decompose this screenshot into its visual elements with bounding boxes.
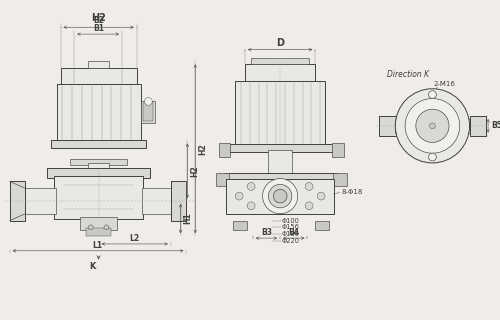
Bar [316,220,329,230]
Circle shape [317,192,325,200]
Text: L1: L1 [92,241,102,250]
Bar [378,116,396,136]
Circle shape [428,91,436,99]
Circle shape [416,109,449,142]
Bar [333,173,346,186]
Text: D: D [276,38,284,48]
Text: Φ220: Φ220 [282,238,300,244]
Text: B5: B5 [491,121,500,130]
Bar [80,217,117,230]
Bar [396,119,405,133]
Bar [86,228,112,236]
Circle shape [262,179,298,214]
Bar [171,181,186,220]
Circle shape [144,98,152,105]
Circle shape [276,179,284,186]
Text: 8-Φ18: 8-Φ18 [342,189,363,195]
Bar [56,84,140,142]
Bar [245,64,316,82]
Bar [88,163,110,179]
Text: H2: H2 [198,143,207,155]
Circle shape [248,182,255,190]
Circle shape [235,192,243,200]
Bar [216,173,230,186]
Text: L2: L2 [130,234,140,243]
Circle shape [104,225,109,230]
Bar [51,140,146,148]
Circle shape [88,225,93,230]
Bar [460,119,469,133]
Bar [142,103,154,121]
Bar [234,220,247,230]
Circle shape [248,202,255,210]
Text: Direction K: Direction K [387,70,429,79]
Bar [54,176,144,219]
Bar [251,59,310,64]
Text: B2: B2 [93,16,104,25]
Text: K: K [90,262,96,271]
Text: B4: B4 [288,228,300,237]
Bar [235,81,325,145]
Bar [24,188,56,214]
Text: Φ100: Φ100 [282,218,300,224]
Circle shape [305,182,313,190]
Circle shape [268,184,292,208]
Bar [226,179,334,214]
Bar [60,68,136,84]
Bar [268,150,292,175]
Bar [224,173,337,181]
Bar [142,188,171,214]
Bar [226,144,334,152]
Text: H1: H1 [184,213,192,224]
Circle shape [428,153,436,161]
Circle shape [274,189,287,203]
Bar [218,143,230,157]
Bar [88,61,110,68]
Text: 2-M16: 2-M16 [433,81,455,87]
Circle shape [405,99,460,153]
Text: Φ180: Φ180 [282,231,300,237]
Bar [70,179,127,184]
Text: H2: H2 [91,13,106,23]
Bar [47,168,150,178]
Bar [70,159,127,165]
Circle shape [305,202,313,210]
Text: H2: H2 [190,165,200,177]
Circle shape [430,123,436,129]
Circle shape [396,89,469,163]
Bar [140,101,155,123]
Bar [332,143,344,157]
Text: B1: B1 [93,24,104,33]
Text: Φ156: Φ156 [282,224,300,230]
Bar [470,116,486,136]
Circle shape [276,206,284,214]
Bar [10,181,26,220]
Text: B3: B3 [261,228,272,237]
